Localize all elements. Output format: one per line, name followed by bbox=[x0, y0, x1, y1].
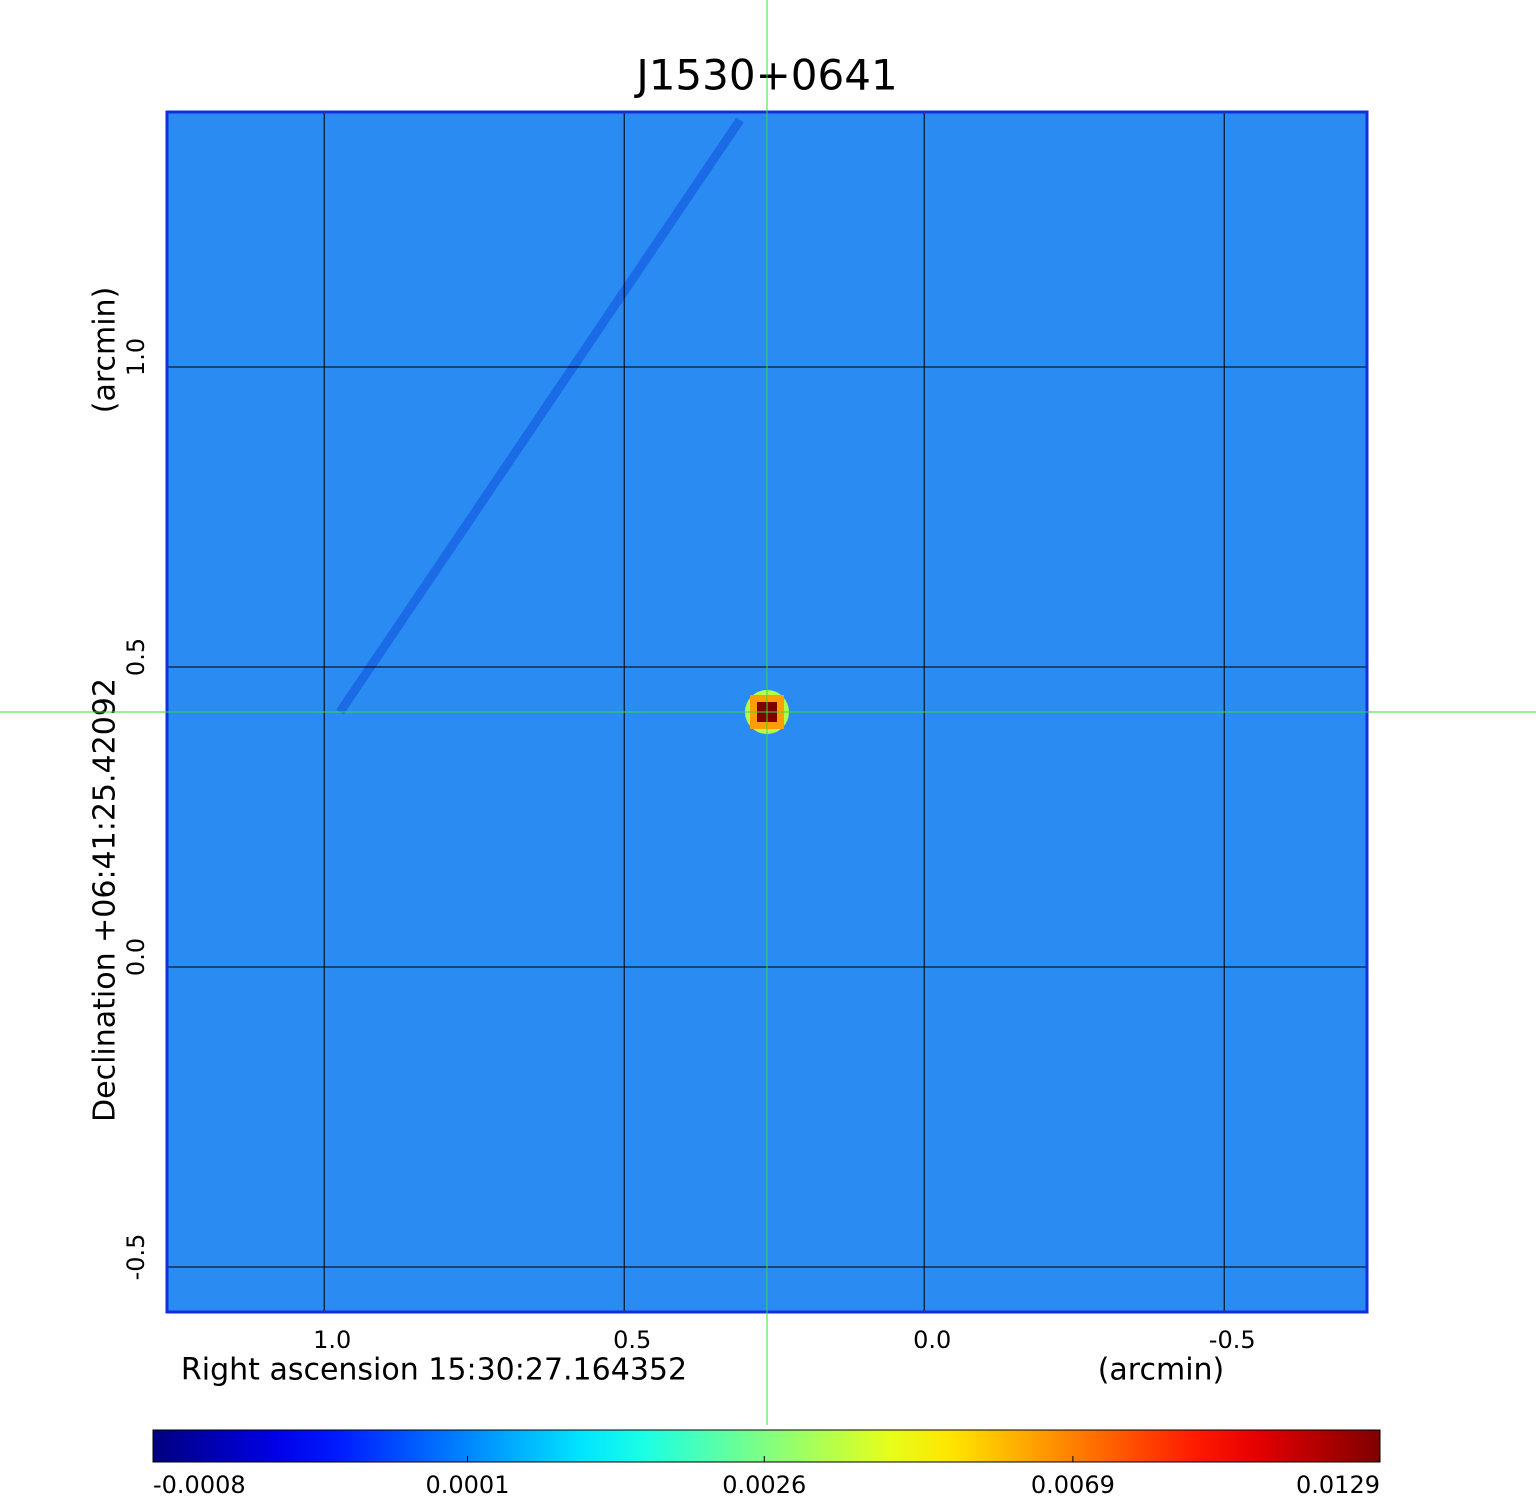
x-tick-label: -0.5 bbox=[1209, 1326, 1256, 1354]
y-axis-label: Declination +06:41:25.42092 bbox=[88, 678, 123, 1122]
streak bbox=[336, 117, 744, 715]
colorbar-tick-label: 0.0069 bbox=[1031, 1471, 1115, 1499]
y-tick-label: 1.0 bbox=[122, 338, 150, 376]
colorbar-tick-label: 0.0026 bbox=[722, 1471, 806, 1499]
y-tick-label: 0.0 bbox=[122, 938, 150, 976]
x-axis-unit: (arcmin) bbox=[1098, 1353, 1225, 1388]
y-tick-label: -0.5 bbox=[122, 1234, 150, 1281]
colorbar-tick-label: -0.0008 bbox=[153, 1471, 246, 1499]
colorbar bbox=[152, 1429, 1381, 1463]
x-tick-label: 0.5 bbox=[613, 1326, 651, 1354]
x-tick-label: 1.0 bbox=[313, 1326, 351, 1354]
y-tick-label: 0.5 bbox=[122, 638, 150, 676]
x-tick-label: 0.0 bbox=[913, 1326, 951, 1354]
colorbar-tick-label: 0.0001 bbox=[425, 1471, 509, 1499]
y-axis-unit: (arcmin) bbox=[88, 287, 123, 414]
chart-title: J1530+0641 bbox=[633, 51, 897, 100]
x-axis-label: Right ascension 15:30:27.164352 bbox=[181, 1353, 687, 1388]
colorbar-tick-label: 0.0129 bbox=[1296, 1471, 1380, 1499]
